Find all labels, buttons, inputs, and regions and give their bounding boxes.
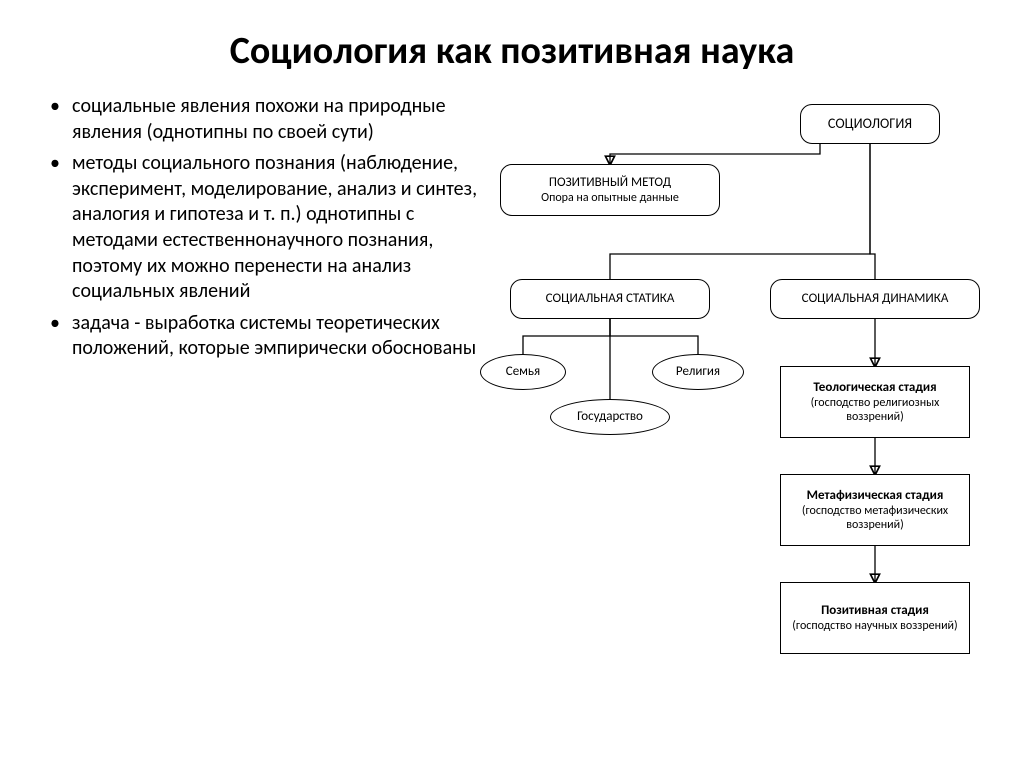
slide-content: социальные явления похожи на природные я… <box>0 74 1024 714</box>
node-label: Религия <box>676 364 720 379</box>
node-label: Теологическая стадия <box>813 380 936 395</box>
bullet-item: задача - выработка системы теоретических… <box>50 311 480 362</box>
node-root: СОЦИОЛОГИЯ <box>800 104 940 144</box>
node-stage1: Теологическая стадия(господство религиоз… <box>780 366 970 438</box>
node-dynamics: СОЦИАЛЬНАЯ ДИНАМИКА <box>770 279 980 319</box>
node-label: СОЦИАЛЬНАЯ СТАТИКА <box>546 291 675 306</box>
node-sublabel: (господство метафизических воззрений) <box>781 504 969 532</box>
node-stage3: Позитивная стадия(господство научных воз… <box>780 582 970 654</box>
flowchart-diagram: СОЦИОЛОГИЯ ПОЗИТИВНЫЙ МЕТОДОпора на опытн… <box>480 94 994 714</box>
node-family: Семья <box>480 354 566 390</box>
slide-title: Социология как позитивная наука <box>0 0 1024 74</box>
node-religion: Религия <box>652 354 744 390</box>
node-sublabel: (господство научных воззрений) <box>792 619 957 633</box>
node-label: ПОЗИТИВНЫЙ МЕТОД <box>549 175 671 190</box>
bullet-list: социальные явления похожи на природные я… <box>50 94 480 714</box>
node-sublabel: (господство религиозных воззрений) <box>781 396 969 424</box>
node-label: СОЦИАЛЬНАЯ ДИНАМИКА <box>802 291 949 306</box>
bullet-item: методы социального познания (наблюдение,… <box>50 151 480 305</box>
node-label: Позитивная стадия <box>821 603 929 618</box>
node-method: ПОЗИТИВНЫЙ МЕТОДОпора на опытные данные <box>500 164 720 216</box>
node-stage2: Метафизическая стадия(господство метафиз… <box>780 474 970 546</box>
edge-root-method <box>610 144 820 164</box>
node-label: Метафизическая стадия <box>807 488 944 503</box>
node-statics: СОЦИАЛЬНАЯ СТАТИКА <box>510 279 710 319</box>
edge-statics-religion <box>610 319 698 354</box>
node-label: СОЦИОЛОГИЯ <box>828 116 912 133</box>
edge-statics-family <box>523 319 610 354</box>
node-label: Государство <box>577 409 643 424</box>
bullet-item: социальные явления похожи на природные я… <box>50 94 480 145</box>
node-state: Государство <box>550 399 670 435</box>
edge-root-dynamics <box>870 144 875 279</box>
node-sublabel: Опора на опытные данные <box>541 191 679 205</box>
node-label: Семья <box>506 364 540 379</box>
